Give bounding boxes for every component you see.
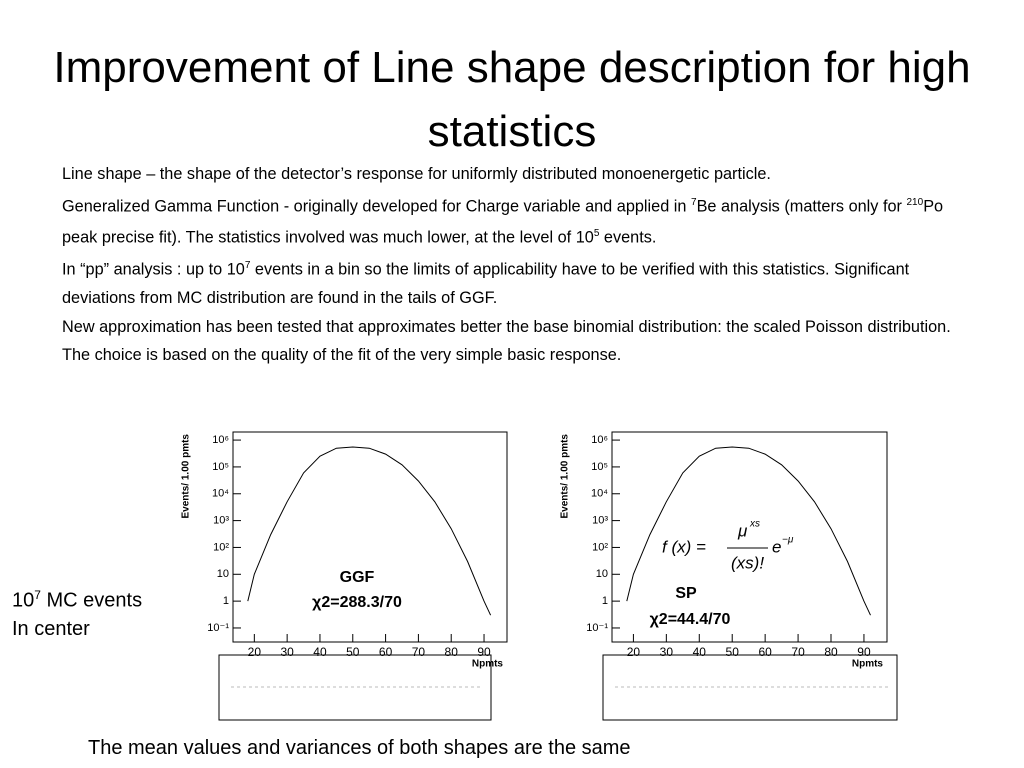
y-axis-label: Events/ 1.00 pmts: [560, 434, 571, 519]
x-tick-label: 30: [280, 645, 294, 659]
y-tick-label: 10⁻¹: [586, 622, 608, 634]
y-tick-label: 10⁶: [212, 434, 229, 446]
y-tick-label: 10³: [592, 515, 608, 527]
formula-numerator: μ: [737, 521, 748, 540]
fit-annotation: χ2=44.4/70: [650, 611, 731, 628]
formula-factor: e: [772, 537, 781, 556]
paragraph: Generalized Gamma Function - originally …: [62, 189, 972, 253]
x-tick-label: 40: [313, 645, 327, 659]
x-tick-label: 30: [660, 645, 674, 659]
y-tick-label: 10²: [592, 541, 608, 553]
text-run: events.: [599, 228, 657, 247]
y-tick-label: 10⁻¹: [207, 622, 229, 634]
superscript: 7: [34, 588, 41, 602]
superscript: 7: [244, 260, 251, 272]
fit-annotation: χ2=288.3/70: [312, 594, 402, 611]
y-tick-label: 10: [217, 568, 229, 580]
side-note: 107 MC events: [12, 588, 142, 613]
text-run: 10: [12, 589, 35, 612]
text-run: Line shape – the shape of the detector’s…: [62, 165, 771, 183]
x-tick-label: 90: [857, 645, 871, 659]
text-run: Generalized Gamma Function - originally …: [62, 196, 691, 215]
x-tick-label: 50: [346, 645, 360, 659]
y-tick-label: 1: [223, 595, 229, 607]
x-tick-label: 80: [445, 645, 459, 659]
x-tick-label: 60: [379, 645, 393, 659]
fit-annotation: GGF: [340, 569, 375, 586]
y-tick-label: 10⁵: [212, 461, 229, 473]
plot-frame: [611, 431, 888, 643]
superscript: 210: [906, 196, 924, 208]
text-run: New approximation has been tested that a…: [62, 317, 951, 365]
text-run: MC events: [40, 589, 143, 612]
paragraph: In “pp” analysis : up to 107 events in a…: [62, 252, 972, 312]
formula-denominator: (xs)!: [731, 553, 764, 572]
residual-frame: [218, 654, 492, 721]
x-tick-label: 90: [477, 645, 491, 659]
formula-lhs: f (x) =: [662, 537, 706, 556]
text-run: In “pp” analysis : up to 10: [62, 260, 245, 279]
x-tick-label: 50: [726, 645, 740, 659]
y-tick-label: 10⁵: [591, 461, 608, 473]
fit-annotation: SP: [675, 585, 697, 602]
x-axis-label: Npmts: [472, 659, 504, 670]
paragraph: Line shape – the shape of the detector’s…: [62, 160, 972, 189]
x-tick-label: 40: [693, 645, 707, 659]
x-axis-label: Npmts: [852, 659, 884, 670]
body-text: Line shape – the shape of the detector’s…: [62, 160, 972, 370]
y-tick-label: 10⁴: [212, 488, 229, 500]
plot-frame: [232, 431, 508, 643]
text-run: Be analysis (matters only for: [696, 196, 907, 215]
y-tick-label: 10⁶: [591, 434, 608, 446]
formula-numerator-sup: xs: [749, 519, 760, 530]
x-tick-label: 60: [758, 645, 772, 659]
y-tick-label: 10³: [213, 515, 229, 527]
y-tick-label: 10⁴: [591, 488, 608, 500]
residual-frame: [602, 654, 898, 721]
data-curve: [626, 446, 871, 616]
data-curve: [247, 446, 492, 616]
y-axis-label: Events/ 1.00 pmts: [181, 434, 192, 519]
text-run: events in a bin so the limits of applica…: [62, 260, 910, 308]
paragraph: New approximation has been tested that a…: [62, 313, 972, 370]
y-tick-label: 10²: [213, 541, 229, 553]
side-note-2: In center: [12, 618, 90, 640]
x-tick-label: 20: [248, 645, 262, 659]
formula-factor-sup: −μ: [782, 535, 794, 546]
x-tick-label: 70: [412, 645, 426, 659]
y-tick-label: 10: [596, 568, 608, 580]
superscript: 5: [593, 228, 600, 240]
x-tick-label: 70: [791, 645, 805, 659]
formula: f (x) = μ xs (xs)! e −μ: [662, 519, 794, 573]
x-tick-label: 80: [824, 645, 838, 659]
slide-title: Improvement of Line shape description fo…: [53, 43, 971, 156]
caption: The mean values and variances of both sh…: [88, 737, 631, 759]
x-tick-label: 20: [627, 645, 641, 659]
text-run: Po peak precise fit). The statistics inv…: [62, 196, 944, 247]
superscript: 7: [691, 196, 697, 208]
y-tick-label: 1: [602, 595, 608, 607]
